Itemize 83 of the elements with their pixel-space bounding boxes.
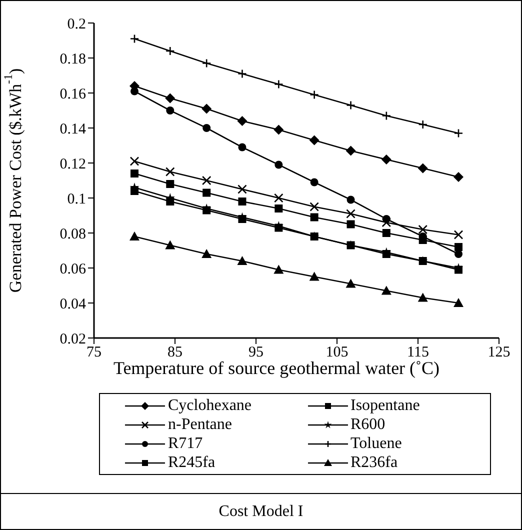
point bbox=[418, 224, 428, 234]
point bbox=[346, 220, 355, 228]
point bbox=[130, 232, 140, 240]
point bbox=[454, 172, 464, 182]
point bbox=[454, 266, 462, 274]
point bbox=[274, 124, 284, 135]
y-tick-label: 0.02 bbox=[60, 331, 86, 348]
point bbox=[310, 178, 318, 186]
point bbox=[274, 224, 283, 232]
point bbox=[165, 93, 176, 104]
point bbox=[202, 188, 211, 197]
text: Cost Model I bbox=[218, 503, 304, 521]
legend-label: R600 bbox=[350, 415, 386, 434]
y-tick-label: 0.2 bbox=[67, 16, 86, 32]
legend-label: Isopentane bbox=[350, 396, 420, 415]
point bbox=[346, 146, 356, 156]
legend-label: R236fa bbox=[350, 453, 398, 472]
point bbox=[381, 286, 392, 295]
y-tick-label: 0.08 bbox=[60, 226, 86, 242]
point bbox=[346, 278, 356, 288]
point bbox=[130, 170, 138, 178]
legend-label: n-Pentane bbox=[168, 415, 232, 434]
point bbox=[130, 87, 138, 96]
point bbox=[237, 116, 248, 126]
point bbox=[346, 196, 355, 204]
point bbox=[238, 198, 246, 206]
point bbox=[274, 193, 284, 203]
point bbox=[202, 206, 211, 214]
point bbox=[202, 104, 212, 114]
x-tick-label: 115 bbox=[407, 344, 429, 361]
point bbox=[130, 34, 140, 44]
point bbox=[346, 209, 356, 218]
x-tick-label: 125 bbox=[488, 344, 510, 361]
point bbox=[454, 298, 464, 307]
point bbox=[310, 232, 318, 240]
point bbox=[166, 106, 174, 114]
point bbox=[202, 249, 212, 258]
legend-label: R245fa bbox=[168, 453, 216, 472]
point bbox=[382, 215, 390, 223]
point bbox=[202, 124, 211, 132]
point bbox=[238, 184, 247, 194]
y-tick-label: 0.04 bbox=[60, 296, 86, 312]
x-tick-label: 75 bbox=[86, 344, 102, 361]
point bbox=[382, 229, 390, 237]
y-tick-label: 0.12 bbox=[60, 156, 86, 172]
y-tick-label: 0.18 bbox=[60, 51, 86, 68]
y-tick-label: 0.1 bbox=[67, 191, 86, 208]
point bbox=[166, 198, 174, 206]
point bbox=[454, 250, 462, 258]
point bbox=[274, 160, 283, 169]
point bbox=[237, 256, 248, 265]
point bbox=[130, 156, 140, 166]
legend-label: R717 bbox=[168, 434, 203, 453]
point bbox=[166, 180, 174, 188]
y-tick-label: 0.14 bbox=[60, 121, 86, 138]
point bbox=[346, 241, 355, 250]
point bbox=[418, 292, 428, 302]
legend-label: Toluene bbox=[350, 434, 402, 453]
point bbox=[202, 176, 212, 186]
point bbox=[238, 215, 246, 223]
point bbox=[274, 204, 283, 212]
point bbox=[130, 187, 138, 195]
point bbox=[418, 163, 428, 174]
point bbox=[454, 243, 462, 251]
point bbox=[418, 257, 427, 265]
point bbox=[310, 213, 318, 222]
point bbox=[165, 240, 176, 250]
x-tick-label: 85 bbox=[168, 344, 182, 361]
point bbox=[165, 167, 175, 176]
x-tick-label: 95 bbox=[248, 344, 264, 361]
x-axis-title: Temperature of source geothermal water (˚C) bbox=[113, 358, 440, 378]
point bbox=[310, 202, 319, 212]
y-tick-label: 0.16 bbox=[60, 86, 86, 102]
x-tick-label: 105 bbox=[326, 344, 348, 361]
point bbox=[238, 143, 246, 152]
point bbox=[382, 250, 390, 258]
y-tick-label: 0.06 bbox=[60, 261, 86, 278]
point bbox=[381, 154, 392, 164]
point bbox=[274, 264, 284, 274]
point bbox=[454, 230, 464, 240]
point bbox=[309, 135, 320, 146]
legend-label: Cyclohexane bbox=[168, 396, 252, 415]
point bbox=[309, 272, 320, 281]
